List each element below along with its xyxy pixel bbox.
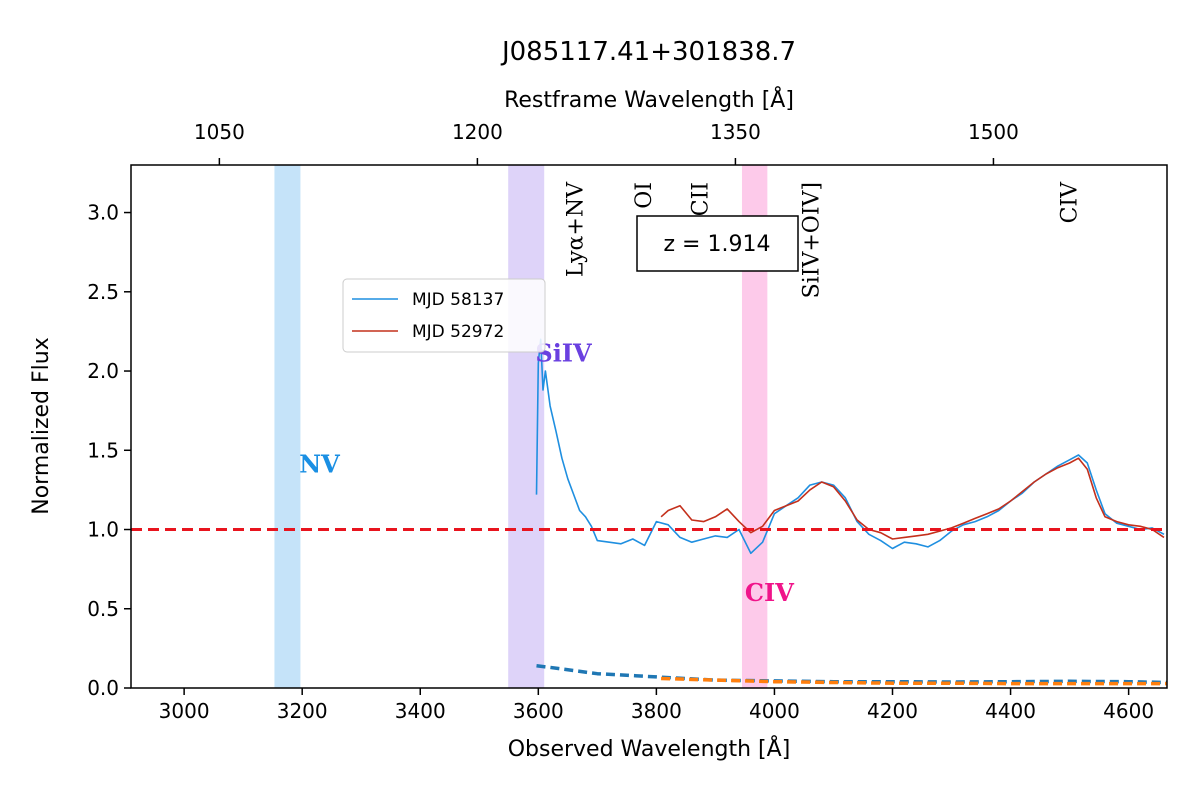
x-tick-label: 3600: [513, 699, 564, 723]
x-tick-label: 3400: [395, 699, 446, 723]
line-label-siiv-oiv: SiIV+OIV]: [800, 182, 825, 298]
error-line-3: [661, 676, 1167, 686]
legend-frame: [342, 278, 546, 353]
line-label-civ: CIV: [1058, 181, 1083, 224]
legend-label-mjd-52972: MJD 52972: [412, 322, 504, 342]
chart-title: J085117.41+301838.7: [500, 37, 796, 67]
line-label-ly-nv: Lyα+NV: [564, 181, 589, 277]
y-tick-label: 3.0: [87, 201, 119, 225]
x-tick-label: 4000: [749, 699, 800, 723]
top-tick-label: 1200: [452, 120, 503, 144]
y-tick-label: 2.0: [87, 359, 119, 383]
band-label-nv: NV: [299, 449, 340, 478]
y-tick-label: 2.5: [87, 280, 119, 304]
x-tick-label: 3000: [159, 699, 210, 723]
series-line-mjd-52972: [660, 457, 1165, 540]
series-line-mjd-58137: [535, 338, 1165, 555]
spectra: [535, 338, 1168, 686]
axis-ticks: 3000 3200 3400 3600 3800 4000 4200 4400 4600 0.0 0…: [87, 120, 1154, 723]
band-label-civ: CIV: [745, 578, 794, 607]
x-axis-label: Observed Wavelength [Å]: [508, 735, 791, 762]
band-nv: [274, 165, 301, 688]
plot-frame: [130, 164, 1168, 689]
top-axis-label: Restframe Wavelength [Å]: [504, 86, 794, 113]
top-tick-label: 1500: [968, 120, 1019, 144]
x-tick-label: 4400: [985, 699, 1036, 723]
line-label-cii: CII: [689, 182, 714, 216]
y-tick-label: 0.5: [87, 597, 119, 621]
legend: MJD 58137 MJD 52972: [342, 278, 546, 353]
line-label-oi: OI: [632, 182, 657, 209]
x-tick-label: 4200: [867, 699, 918, 723]
y-tick-label: 1.5: [87, 438, 119, 462]
y-tick-label: 1.0: [87, 518, 119, 542]
x-tick-label: 3800: [631, 699, 682, 723]
redshift-label: z = 1.914: [664, 232, 771, 257]
band-siiv: [508, 165, 545, 688]
x-tick-label: 4600: [1103, 699, 1154, 723]
redshift-box: z = 1.914: [636, 215, 799, 272]
y-axis-label: Normalized Flux: [29, 337, 54, 514]
x-tick-label: 3200: [277, 699, 328, 723]
top-tick-label: 1350: [710, 120, 761, 144]
y-tick-label: 0.0: [87, 676, 119, 700]
legend-label-mjd-58137: MJD 58137: [412, 290, 504, 310]
top-tick-label: 1050: [194, 120, 245, 144]
